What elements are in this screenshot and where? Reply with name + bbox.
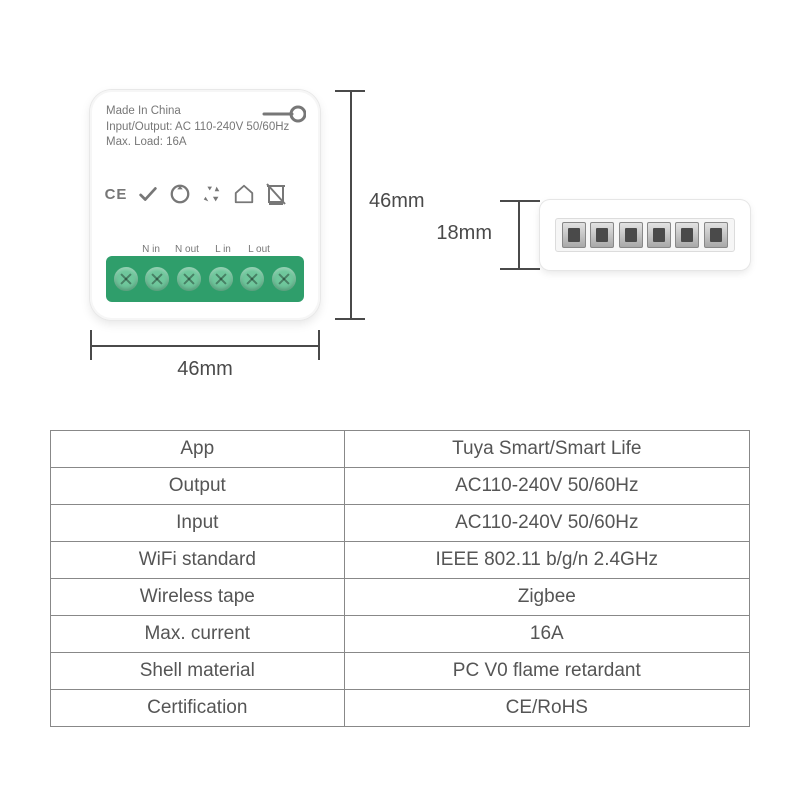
terminal-block: [106, 256, 304, 302]
table-row: OutputAC110-240V 50/60Hz: [51, 468, 750, 505]
terminal-labels-row: N in N out L in L out: [90, 244, 320, 255]
dimension-side-height: 18mm: [470, 200, 540, 270]
table-row: Wireless tapeZigbee: [51, 579, 750, 616]
maxload-label: Max. Load: 16A: [106, 135, 289, 151]
certification-icons-row: CE: [104, 182, 288, 206]
product-infographic: Made In China Input/Output: AC 110-240V …: [0, 0, 800, 800]
terminal-screw: [272, 267, 296, 291]
spec-value: 16A: [344, 616, 749, 653]
spec-property: Wireless tape: [51, 579, 345, 616]
device-side-view: [540, 200, 750, 270]
spec-value: CE/RoHS: [344, 690, 749, 727]
dimension-front-height: 46mm: [335, 90, 405, 320]
spec-property: Input: [51, 505, 345, 542]
dimension-label: 46mm: [90, 358, 320, 381]
spec-value: AC110-240V 50/60Hz: [344, 505, 749, 542]
terminal-screw: [145, 267, 169, 291]
spec-value: Zigbee: [344, 579, 749, 616]
spec-table: AppTuya Smart/Smart LifeOutputAC110-240V…: [50, 430, 750, 727]
spec-value: IEEE 802.11 b/g/n 2.4GHz: [344, 542, 749, 579]
table-row: InputAC110-240V 50/60Hz: [51, 505, 750, 542]
terminal-label: N out: [174, 244, 200, 255]
rohs-check-icon: [136, 182, 160, 206]
side-port: [647, 222, 671, 248]
side-port-strip: [555, 218, 735, 252]
spec-value: PC V0 flame retardant: [344, 653, 749, 690]
dimension-label: 46mm: [369, 190, 425, 213]
spec-value: Tuya Smart/Smart Life: [344, 431, 749, 468]
dimension-front-width: 46mm: [90, 330, 320, 380]
terminal-label: L in: [210, 244, 236, 255]
ce-icon: CE: [104, 182, 128, 206]
table-row: Shell materialPC V0 flame retardant: [51, 653, 750, 690]
table-row: AppTuya Smart/Smart Life: [51, 431, 750, 468]
terminal-screw: [177, 267, 201, 291]
terminal-screw: [240, 267, 264, 291]
spec-property: WiFi standard: [51, 542, 345, 579]
spec-property: App: [51, 431, 345, 468]
spec-property: Output: [51, 468, 345, 505]
terminal-screw: [209, 267, 233, 291]
side-port: [590, 222, 614, 248]
terminal-screw: [114, 267, 138, 291]
spec-property: Certification: [51, 690, 345, 727]
recycle-arrows-icon: [200, 182, 224, 206]
table-row: Max. current16A: [51, 616, 750, 653]
bin-icon: [264, 182, 288, 206]
terminal-label: L out: [246, 244, 272, 255]
pin-reset-icon: [262, 104, 306, 129]
side-port: [675, 222, 699, 248]
table-row: CertificationCE/RoHS: [51, 690, 750, 727]
spec-property: Shell material: [51, 653, 345, 690]
terminal-label: N in: [138, 244, 164, 255]
house-icon: [232, 182, 256, 206]
side-port: [619, 222, 643, 248]
spec-property: Max. current: [51, 616, 345, 653]
table-row: WiFi standardIEEE 802.11 b/g/n 2.4GHz: [51, 542, 750, 579]
recycle-loop-icon: [168, 182, 192, 206]
dimension-label: 18mm: [412, 222, 492, 245]
side-port: [562, 222, 586, 248]
device-front-view: Made In China Input/Output: AC 110-240V …: [90, 90, 320, 320]
spec-value: AC110-240V 50/60Hz: [344, 468, 749, 505]
side-port: [704, 222, 728, 248]
